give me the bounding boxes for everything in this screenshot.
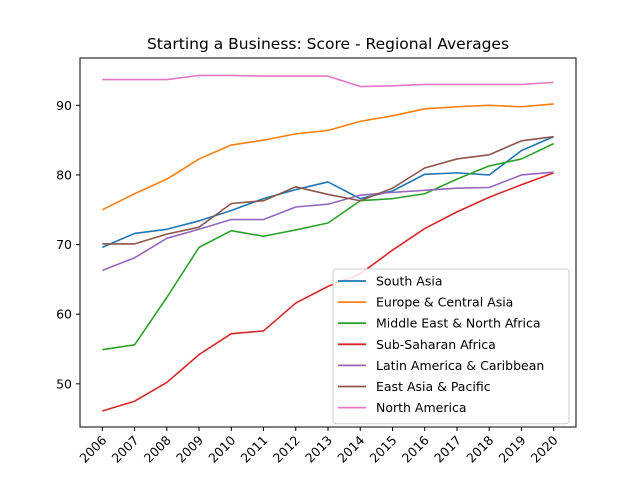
- y-tick-label: 60: [56, 307, 72, 322]
- y-axis: 50 60 70 80 90: [56, 98, 80, 391]
- x-tick-label: 2012: [270, 433, 303, 466]
- series-line-4: [102, 171, 554, 272]
- x-tick-label: 2015: [366, 433, 399, 466]
- plot-lines: [101, 74, 555, 412]
- series-line-2: [102, 142, 555, 351]
- legend: South Asia Europe & Central Asia Middle Ea…: [332, 268, 570, 425]
- legend-label: Latin America & Caribbean: [376, 358, 544, 373]
- plot-frame: [79, 57, 577, 428]
- x-tick-label: 2020: [528, 432, 561, 465]
- series-line-0: [102, 135, 554, 249]
- x-tick-label: 2019: [495, 432, 528, 465]
- x-axis: 2006 2007 2008 2009 2010 2011 2012 2013 2014 2015…: [76, 427, 561, 466]
- legend-label: Middle East & North Africa: [376, 316, 541, 331]
- series-line-3: [102, 172, 554, 412]
- y-tick-label: 90: [56, 98, 72, 113]
- legend-label: Sub-Saharan Africa: [376, 337, 496, 352]
- x-tick-label: 2011: [238, 433, 271, 466]
- legend-box: [332, 268, 570, 425]
- x-tick-label: 2013: [302, 433, 335, 466]
- chart-title: Starting a Business: Score - Regional Av…: [147, 35, 509, 53]
- x-tick-label: 2006: [76, 432, 109, 465]
- x-tick-label: 2017: [431, 433, 464, 466]
- x-tick-label: 2010: [205, 432, 238, 465]
- legend-label: South Asia: [376, 274, 443, 289]
- x-tick-label: 2008: [141, 432, 174, 465]
- x-tick-label: 2018: [463, 432, 496, 465]
- series-line-1: [101, 103, 554, 211]
- y-tick-label: 80: [56, 167, 72, 182]
- x-tick-label: 2016: [399, 432, 432, 465]
- y-tick-label: 70: [56, 237, 72, 252]
- series-line-6: [102, 74, 554, 88]
- y-tick-label: 50: [56, 376, 72, 391]
- x-tick-label: 2007: [109, 433, 142, 466]
- x-tick-label: 2014: [334, 432, 367, 465]
- legend-label: North America: [376, 400, 467, 415]
- series-line-5: [102, 135, 554, 245]
- x-tick-label: 2009: [173, 432, 206, 465]
- legend-label: Europe & Central Asia: [376, 295, 513, 310]
- legend-label: East Asia & Pacific: [376, 379, 491, 394]
